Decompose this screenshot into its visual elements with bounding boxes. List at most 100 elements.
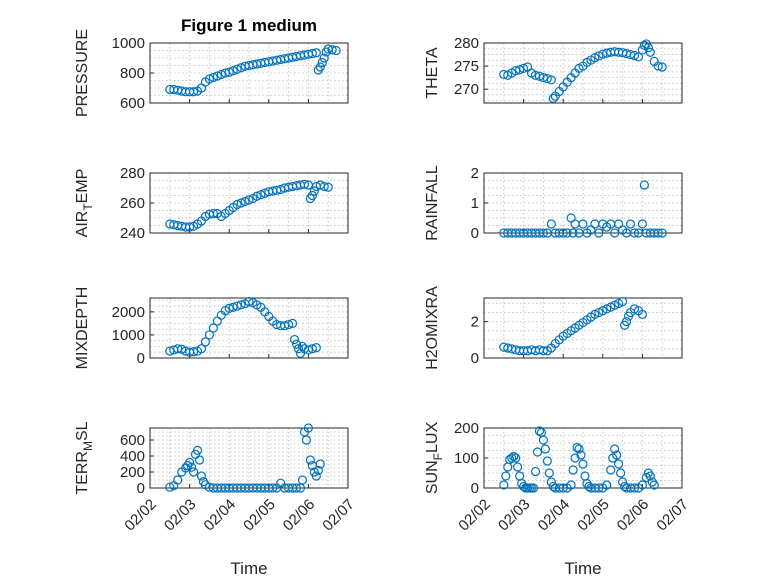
- data-point: [568, 465, 578, 475]
- data-point: [212, 71, 222, 81]
- data-point: [291, 339, 302, 349]
- data-point: [538, 435, 549, 445]
- data-point: [612, 450, 622, 460]
- y-axis-label: MIXDEPTH: [74, 287, 91, 370]
- data-point: [309, 186, 319, 196]
- y-axis-label: THETA: [424, 47, 441, 99]
- data-point: [572, 442, 582, 453]
- x-tick-label: 02/06: [614, 496, 653, 535]
- data-point: [643, 43, 653, 53]
- data-point: [617, 297, 628, 307]
- data-point: [515, 65, 525, 75]
- y-axis-label: PRESSURE: [74, 29, 91, 117]
- data-point: [315, 459, 325, 469]
- data-point: [657, 228, 667, 238]
- y-tick-label: 2000: [112, 304, 145, 321]
- x-tick-label: 02/04: [535, 496, 574, 535]
- data-point: [513, 462, 523, 472]
- y-tick-label: 200: [454, 420, 479, 437]
- y-tick-label: 2: [471, 165, 479, 182]
- data-point: [188, 347, 199, 357]
- data-point: [657, 62, 667, 72]
- y-tick-label: 1: [471, 195, 479, 212]
- subplot-h2omixra: 0 2 H2OMIXRA: [424, 286, 683, 370]
- data-point: [540, 444, 550, 454]
- data-point: [307, 344, 317, 354]
- data-point: [268, 483, 278, 493]
- data-point: [204, 74, 214, 84]
- data-point: [311, 471, 321, 481]
- data-point: [311, 343, 321, 353]
- data-point: [208, 323, 218, 333]
- data-point: [621, 317, 632, 327]
- data-point: [645, 47, 655, 57]
- data-point: [538, 228, 549, 238]
- figure-title: Figure 1 medium: [181, 16, 317, 35]
- data-point: [546, 219, 556, 229]
- y-tick-label: 0: [471, 225, 479, 242]
- data-point: [629, 228, 640, 238]
- data-point: [637, 219, 648, 229]
- y-tick-label: 1000: [112, 327, 145, 344]
- y-tick-label: 280: [120, 165, 145, 182]
- data-point: [645, 471, 655, 481]
- data-point: [574, 444, 584, 454]
- data-point: [558, 483, 568, 493]
- x-tick-label: 02/05: [574, 496, 613, 535]
- subplot-rainfall: 0 1 2 RAINFALL: [424, 165, 683, 242]
- data-point: [196, 344, 207, 354]
- data-point: [307, 48, 317, 59]
- data-point: [291, 483, 302, 493]
- data-point: [284, 319, 294, 330]
- data-point: [562, 228, 572, 238]
- x-tick-label: 02/07: [653, 496, 692, 535]
- data-point: [637, 480, 648, 490]
- data-point: [319, 53, 329, 63]
- x-tick-label: 02/02: [121, 496, 160, 535]
- y-tick-label: 240: [120, 225, 145, 242]
- data-point: [208, 208, 218, 219]
- data-point: [568, 228, 578, 238]
- data-point: [244, 195, 254, 205]
- data-point: [511, 453, 521, 463]
- data-point: [528, 483, 539, 493]
- axes-frame: [483, 297, 683, 359]
- y-tick-label: 800: [120, 65, 145, 82]
- data-point: [542, 456, 552, 466]
- data-point: [307, 190, 317, 201]
- x-tick-label: 02/02: [455, 496, 494, 535]
- data-point: [594, 228, 604, 238]
- data-point: [530, 466, 541, 477]
- subplot-air_temp: 240 260 280 AIRTEMP: [74, 165, 349, 242]
- data-point: [303, 423, 313, 433]
- data-point: [327, 45, 337, 55]
- data-point: [200, 337, 211, 347]
- x-axis-label: Time: [230, 559, 267, 578]
- data-point: [244, 296, 254, 307]
- data-point: [653, 61, 663, 71]
- data-point: [319, 181, 329, 192]
- data-point: [313, 465, 323, 475]
- data-point: [323, 182, 333, 192]
- data-point: [232, 64, 242, 74]
- data-point: [578, 459, 588, 469]
- data-point: [196, 471, 207, 481]
- data-point: [331, 45, 341, 56]
- x-tick-label: 02/03: [161, 496, 200, 535]
- data-point: [228, 66, 238, 76]
- data-point: [289, 334, 300, 345]
- data-point: [546, 75, 556, 85]
- data-point: [236, 198, 246, 208]
- data-point: [240, 196, 250, 207]
- data-point: [542, 73, 552, 84]
- data-point: [224, 67, 234, 77]
- x-tick-label: 02/04: [201, 496, 240, 535]
- y-tick-label: 0: [471, 350, 479, 367]
- data-point: [208, 72, 218, 83]
- y-axis-label: H2OMIXRA: [424, 286, 441, 370]
- subplot-sun_flux: 0 100 200 SUNFLUX 02/02 02/03 02/04 02/05 02/06 0…: [424, 420, 692, 578]
- x-axis-label: Time: [564, 559, 601, 578]
- y-tick-label: 2: [471, 314, 479, 331]
- data-point: [576, 450, 586, 460]
